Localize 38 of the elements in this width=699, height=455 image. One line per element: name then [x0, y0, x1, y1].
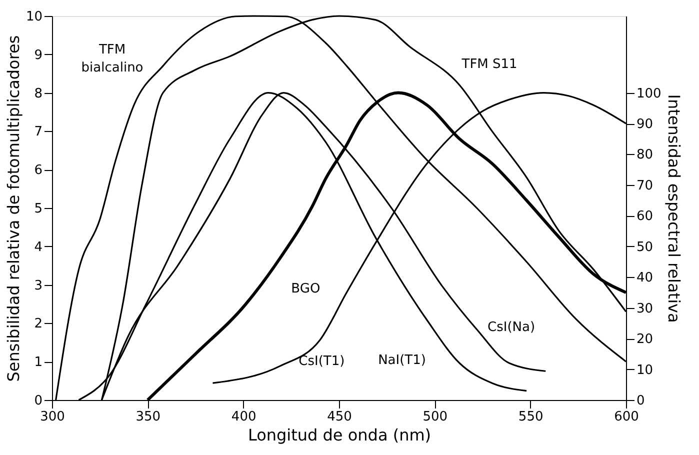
- x-tick-label: 400: [231, 410, 256, 424]
- series-label: NaI(T1): [378, 353, 426, 368]
- y-tick-label: 10: [26, 10, 42, 24]
- series-label: TFM S11: [460, 57, 518, 72]
- x-tick-label: 300: [40, 410, 65, 424]
- x-tick-label: 450: [327, 410, 352, 424]
- y2-tick-label: 40: [636, 270, 654, 286]
- series-label: BGO: [291, 282, 320, 297]
- series-label: CsI(T1): [298, 354, 345, 370]
- y-tick-label: 9: [34, 48, 42, 63]
- y-tick-label: 5: [34, 202, 42, 216]
- series-label: CsI(Na): [488, 320, 536, 336]
- y-tick-label: 6: [34, 163, 42, 178]
- x-tick-label: 500: [422, 410, 448, 424]
- y-tick-label: 1: [34, 355, 42, 370]
- y-tick-label: 8: [34, 86, 42, 102]
- y-tick-label: 2: [34, 316, 42, 332]
- x-tick-label: 350: [136, 410, 161, 424]
- y2-tick-label: 70: [636, 178, 654, 194]
- y-tick-label: 0: [34, 394, 42, 408]
- y-tick-label: 3: [34, 278, 42, 294]
- y2-tick-label: 0: [636, 394, 645, 408]
- y2-tick-label: 80: [636, 148, 654, 163]
- y2-tick-label: 60: [636, 209, 654, 224]
- y-axis-title: Sensibilidad relativa de fotomultiplicadores: [4, 35, 23, 382]
- y2-tick-label: 20: [636, 332, 654, 348]
- y-tick-label: 7: [34, 124, 42, 140]
- series-label: TFM bialcalino: [81, 42, 144, 76]
- y2-tick-label: 50: [636, 240, 654, 255]
- y2-tick-label: 100: [636, 86, 662, 102]
- y2-tick-label: 90: [636, 117, 654, 132]
- y2-tick-label: 30: [636, 301, 654, 316]
- x-tick-label: 600: [614, 410, 639, 424]
- y-tick-label: 4: [34, 240, 42, 255]
- y2-axis-title: Intensidad espectral relativa: [664, 94, 684, 323]
- x-tick-label: 550: [518, 410, 544, 424]
- y2-tick-label: 10: [636, 362, 654, 378]
- x-axis-title: Longitud de onda (nm): [248, 426, 432, 444]
